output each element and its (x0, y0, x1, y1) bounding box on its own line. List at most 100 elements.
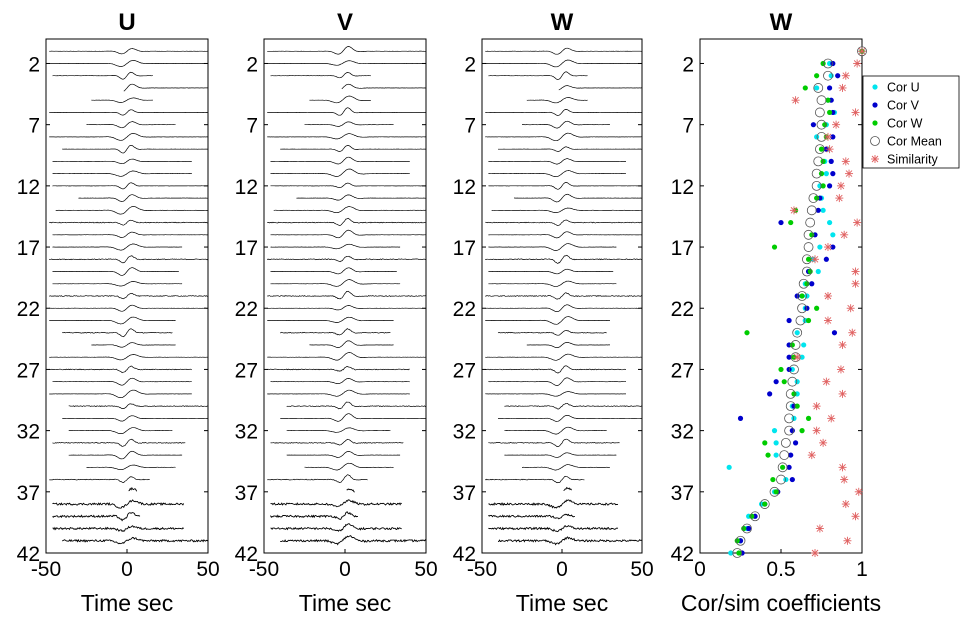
data-point (789, 476, 795, 483)
asterisk-stroke (848, 329, 856, 337)
y-tick-label: 7 (28, 115, 40, 138)
asterisk-stroke (824, 292, 832, 300)
legend: Cor U Cor V Cor W Cor Mean Similarity (862, 75, 960, 169)
waveform-trace (49, 354, 209, 361)
data-point (823, 256, 829, 262)
x-tick-label: 50 (630, 558, 653, 581)
data-point (789, 342, 795, 348)
data-point (841, 157, 850, 166)
asterisk-stroke (852, 268, 859, 275)
waveform-trace (49, 293, 209, 300)
y-tick-label: 42 (235, 543, 258, 566)
y-tick-label: 7 (246, 115, 258, 138)
data-point (822, 377, 831, 386)
data-point (788, 452, 794, 458)
data-point (787, 376, 798, 387)
data-point (814, 305, 820, 311)
waveform-trace (49, 304, 209, 312)
waveform-trace (270, 168, 410, 177)
data-point (732, 548, 743, 558)
data-point (773, 440, 779, 446)
data-point (742, 523, 752, 534)
data-point (790, 340, 801, 350)
asterisk-stroke (813, 427, 820, 434)
y-tick-label: 2 (682, 53, 694, 76)
y-tick-label: 37 (235, 482, 258, 505)
waveform-trace (62, 536, 209, 545)
x-axis-label: Time sec (81, 590, 173, 616)
waveform-trace (52, 377, 192, 386)
waveform-trace (270, 229, 427, 239)
waveform-trace (504, 452, 617, 458)
data-point (785, 401, 796, 412)
data-point (823, 243, 832, 252)
data-point (797, 291, 807, 301)
data-point (762, 440, 768, 446)
data-point (811, 168, 822, 179)
y-tick-label: 22 (671, 298, 694, 321)
waveform-trace (52, 525, 185, 533)
data-point (781, 379, 787, 385)
data-point (749, 513, 755, 519)
waveform-trace (563, 486, 572, 491)
waveform-trace (270, 72, 371, 79)
data-point (822, 122, 828, 128)
data-point (830, 232, 836, 238)
asterisk-stroke (840, 231, 848, 239)
data-point (857, 46, 867, 57)
asterisk-stroke (852, 280, 859, 288)
data-point (809, 232, 815, 238)
data-point (792, 327, 803, 338)
data-point (811, 180, 822, 191)
data-point (799, 354, 805, 360)
y-tick-label: 7 (464, 115, 476, 138)
asterisk-stroke (842, 72, 850, 80)
asterisk-stroke (808, 451, 816, 459)
data-point (825, 97, 831, 103)
data-point (805, 415, 812, 421)
data-point (789, 206, 798, 215)
x-tick-label: 1 (856, 558, 868, 581)
data-point (805, 217, 816, 228)
waveform-trace (267, 352, 426, 361)
x-axis-label: Time sec (516, 590, 608, 616)
y-tick-label: 27 (453, 359, 476, 382)
data-point (805, 317, 812, 324)
y-tick-label: 12 (17, 176, 40, 199)
y-tick-label: 27 (235, 359, 258, 382)
data-point (823, 292, 832, 300)
waveform-trace (485, 59, 639, 68)
waveform-trace (286, 451, 401, 458)
waveform-trace (267, 389, 410, 397)
waveform-trace (485, 292, 643, 300)
waveform-trace (514, 193, 642, 203)
data-point (773, 489, 779, 495)
data-point (789, 428, 795, 434)
asterisk-stroke (836, 194, 843, 202)
waveform-trace (270, 279, 401, 287)
asterisk-stroke (827, 415, 835, 422)
data-point (784, 413, 794, 424)
asterisk-stroke (853, 219, 861, 226)
asterisk-stroke (842, 500, 850, 508)
data-point (835, 194, 844, 203)
waveform-trace (485, 47, 643, 55)
y-tick-label: 37 (453, 482, 476, 505)
data-point (853, 218, 862, 227)
waveform-trace (488, 438, 620, 447)
data-point (785, 389, 796, 399)
waveform-trace (52, 267, 179, 276)
waveform-trace (91, 342, 176, 348)
waveform-trace (267, 474, 368, 484)
data-point (830, 244, 836, 250)
data-point (807, 451, 816, 460)
asterisk-stroke (811, 549, 819, 557)
data-point (851, 512, 860, 521)
waveform-trace (270, 523, 402, 532)
data-point (827, 183, 833, 189)
waveform-trace (488, 499, 619, 509)
y-tick-label: 42 (17, 543, 40, 566)
